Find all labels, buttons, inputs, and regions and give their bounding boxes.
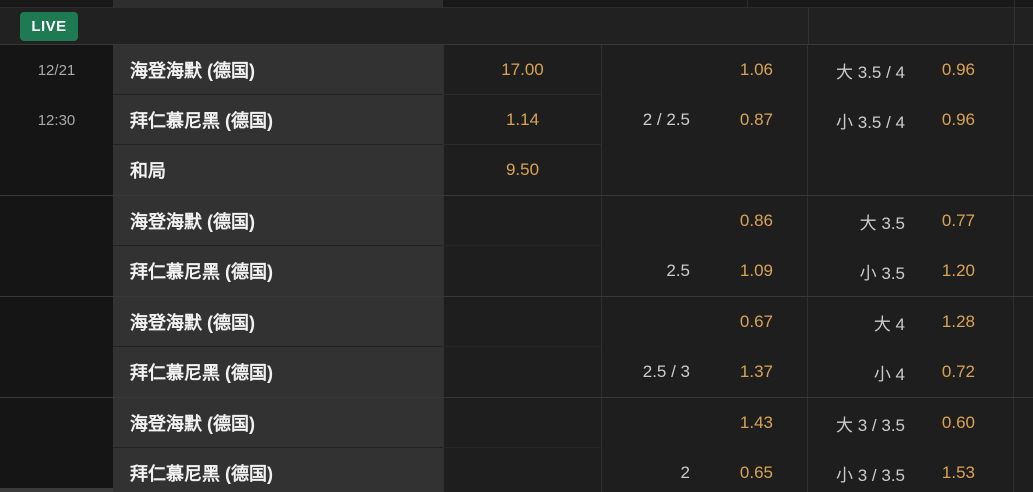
under-odds[interactable]: 小 3 / 3.5 1.53 — [808, 448, 1013, 492]
odds-group-3: 海登海默 (德国) 拜仁慕尼黑 (德国) 0.67 2.5 / 3 1.37 大… — [0, 296, 1033, 397]
team-away-label: 拜仁慕尼黑 (德国) — [130, 363, 273, 383]
moneyline-column: 17.00 1.14 9.50 — [443, 45, 601, 195]
handicap-line: 2 / 2.5 — [642, 110, 690, 129]
handicap-price: 1.06 — [739, 60, 773, 79]
time-gutter — [0, 297, 113, 397]
over-price: 0.77 — [941, 211, 975, 230]
team-column: 海登海默 (德国) 拜仁慕尼黑 (德国) — [113, 398, 443, 492]
handicap-line: 2.5 — [666, 261, 690, 280]
moneyline-column — [443, 398, 601, 492]
over-price: 0.60 — [941, 413, 975, 432]
draw-label: 和局 — [130, 161, 166, 181]
over-under-column: 大 3.5 0.77 小 3.5 1.20 — [807, 196, 1013, 296]
column-divider — [808, 8, 809, 44]
over-odds[interactable]: 大 4 1.28 — [808, 297, 1013, 347]
handicap-odds-home[interactable]: 0.86 — [602, 196, 807, 246]
handicap-column: 1.06 2 / 2.5 0.87 — [601, 45, 807, 195]
under-line: 小 3 / 3.5 — [836, 465, 905, 485]
team-column: 海登海默 (德国) 拜仁慕尼黑 (德国) — [113, 297, 443, 397]
team-column: 海登海默 (德国) 拜仁慕尼黑 (德国) — [113, 196, 443, 296]
handicap-line: 2.5 / 3 — [642, 362, 690, 381]
team-home-label: 海登海默 (德国) — [113, 297, 443, 347]
column-divider — [747, 0, 748, 8]
handicap-odds-away[interactable]: 2.5 1.09 — [602, 246, 807, 296]
live-header-row: LIVE — [0, 8, 1033, 44]
handicap-price: 1.09 — [739, 261, 773, 280]
handicap-odds-away[interactable]: 2.5 / 3 1.37 — [602, 347, 807, 397]
match-time: 12:30 — [37, 111, 76, 129]
team-away-label: 拜仁慕尼黑 (德国) — [113, 95, 443, 145]
time-gutter: 12/21 12:30 — [0, 45, 113, 195]
under-line: 小 3.5 — [859, 263, 905, 283]
under-line: 小 3.5 / 4 — [836, 112, 905, 132]
moneyline-odds-away[interactable]: 1.14 — [444, 95, 601, 145]
handicap-column: 0.67 2.5 / 3 1.37 — [601, 297, 807, 397]
under-odds[interactable]: 小 3.5 / 4 0.96 — [808, 95, 1013, 145]
handicap-column: 1.43 2 0.65 — [601, 398, 807, 492]
over-odds[interactable]: 大 3.5 0.77 — [808, 196, 1013, 246]
over-price: 1.28 — [941, 312, 975, 331]
under-price: 1.20 — [941, 261, 975, 280]
team-home-label: 海登海默 (德国) — [113, 45, 443, 95]
match-date: 12/21 — [37, 61, 76, 79]
previous-row-team-cell-sliver — [113, 0, 443, 8]
next-column-sliver — [1013, 196, 1033, 296]
over-odds[interactable]: 大 3.5 / 4 0.96 — [808, 45, 1013, 95]
under-odds[interactable]: 小 4 0.72 — [808, 347, 1013, 397]
handicap-price: 1.37 — [739, 362, 773, 381]
time-gutter — [0, 398, 113, 492]
handicap-price: 0.67 — [739, 312, 773, 331]
over-line: 大 3.5 — [859, 213, 905, 233]
handicap-price: 0.86 — [739, 211, 773, 230]
team-away-label: 拜仁慕尼黑 (德国) — [130, 262, 273, 282]
over-line: 大 3.5 / 4 — [836, 62, 905, 82]
odds-group-fulltime: 12/21 12:30 海登海默 (德国) 拜仁慕尼黑 (德国) 和局 17.0… — [0, 44, 1033, 195]
next-column-sliver — [1013, 398, 1033, 492]
handicap-odds-home[interactable]: 1.43 — [602, 398, 807, 448]
handicap-odds-home[interactable]: 0.67 — [602, 297, 807, 347]
handicap-price: 0.87 — [739, 110, 773, 129]
handicap-column: 0.86 2.5 1.09 — [601, 196, 807, 296]
team-home-label: 海登海默 (德国) — [113, 398, 443, 448]
over-line: 大 4 — [873, 314, 905, 334]
handicap-odds-home[interactable]: 1.06 — [602, 45, 807, 95]
column-divider — [1014, 8, 1015, 44]
time-gutter — [0, 196, 113, 296]
over-under-column: 大 3.5 / 4 0.96 小 3.5 / 4 0.96 — [807, 45, 1013, 195]
live-badge[interactable]: LIVE — [20, 12, 78, 41]
team-home-label: 海登海默 (德国) — [113, 196, 443, 246]
handicap-price: 0.65 — [739, 463, 773, 482]
team-column: 海登海默 (德国) 拜仁慕尼黑 (德国) 和局 — [113, 45, 443, 195]
column-divider — [1014, 0, 1015, 8]
next-column-sliver — [1013, 297, 1033, 397]
over-odds[interactable]: 大 3 / 3.5 0.60 — [808, 398, 1013, 448]
next-column-sliver — [1013, 45, 1033, 195]
under-line: 小 4 — [873, 364, 905, 384]
handicap-odds-away[interactable]: 2 / 2.5 0.87 — [602, 95, 807, 145]
under-odds[interactable]: 小 3.5 1.20 — [808, 246, 1013, 296]
handicap-line: 2 — [680, 463, 690, 482]
over-price: 0.96 — [941, 60, 975, 79]
team-away-label: 拜仁慕尼黑 (德国) — [130, 464, 273, 484]
moneyline-column — [443, 196, 601, 296]
over-line: 大 3 / 3.5 — [836, 415, 905, 435]
previous-row-sliver — [0, 0, 1033, 8]
moneyline-odds-home[interactable]: 17.00 — [444, 45, 601, 95]
under-price: 0.96 — [941, 110, 975, 129]
handicap-odds-away[interactable]: 2 0.65 — [602, 448, 807, 492]
moneyline-column — [443, 297, 601, 397]
odds-group-4: 海登海默 (德国) 拜仁慕尼黑 (德国) 1.43 2 0.65 大 3 / 3… — [0, 397, 1033, 492]
odds-group-2: 海登海默 (德国) 拜仁慕尼黑 (德国) 0.86 2.5 1.09 大 3.5… — [0, 195, 1033, 296]
under-price: 0.72 — [941, 362, 975, 381]
over-under-column: 大 4 1.28 小 4 0.72 — [807, 297, 1013, 397]
handicap-price: 1.43 — [739, 413, 773, 432]
under-price: 1.53 — [941, 463, 975, 482]
gutter-bottom-divider — [0, 488, 113, 492]
over-under-column: 大 3 / 3.5 0.60 小 3 / 3.5 1.53 — [807, 398, 1013, 492]
moneyline-odds-draw[interactable]: 9.50 — [505, 160, 540, 179]
